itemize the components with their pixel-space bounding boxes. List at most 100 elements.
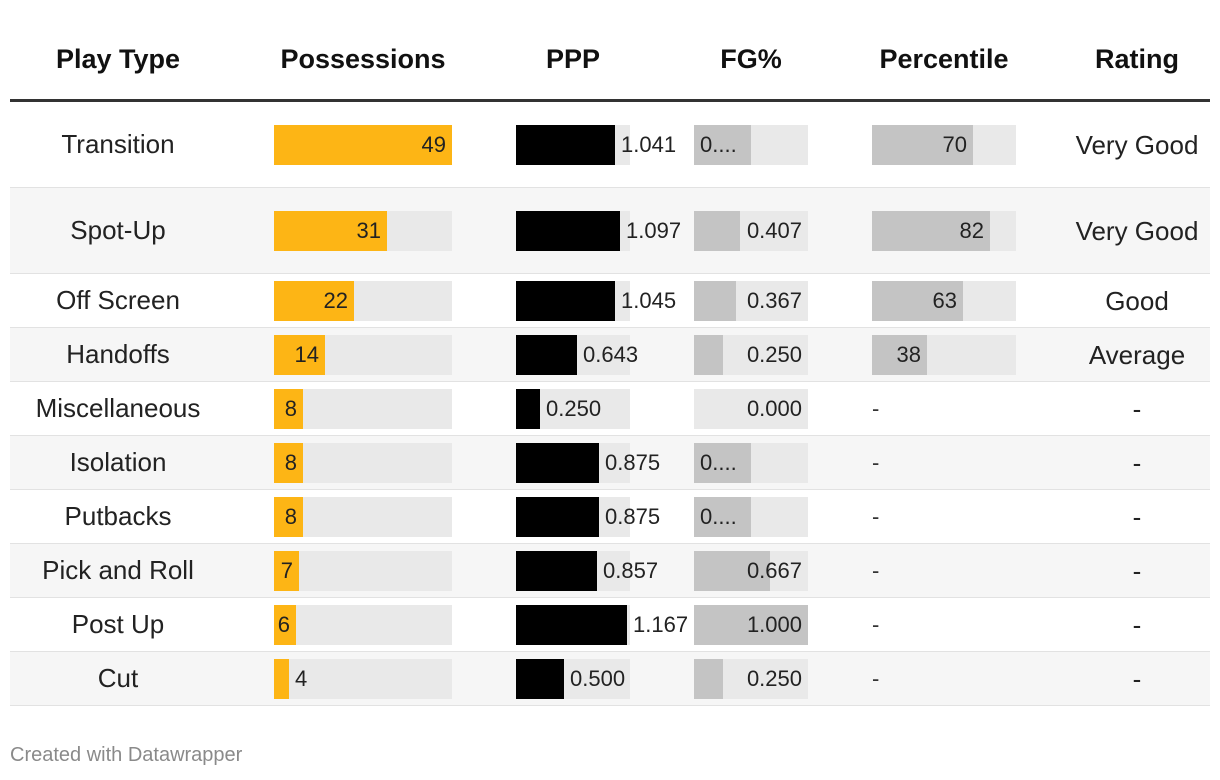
table-row: Handoffs 14 0.643 0.250 38 Average bbox=[10, 328, 1210, 382]
fg-bar-track: 0.... bbox=[694, 124, 808, 165]
ppp-value: 1.041 bbox=[621, 131, 677, 157]
poss-cell: 4 bbox=[274, 652, 452, 705]
ppp-cell: 0.643 bbox=[516, 328, 638, 381]
poss-bar-track: 6 bbox=[274, 604, 452, 645]
header-possessions: Possessions bbox=[280, 44, 446, 74]
percentile-cell: - bbox=[872, 490, 1016, 543]
poss-cell: 31 bbox=[274, 188, 452, 273]
fg-value: 0.000 bbox=[746, 395, 802, 421]
poss-bar-track: 4 bbox=[274, 658, 452, 699]
ppp-value: 1.045 bbox=[621, 287, 677, 313]
fg-cell: 0.... bbox=[694, 490, 808, 543]
fg-value: 1.000 bbox=[746, 611, 802, 637]
poss-bar bbox=[274, 550, 299, 591]
poss-bar bbox=[274, 604, 296, 645]
poss-bar-track: 14 bbox=[274, 334, 452, 375]
poss-bar bbox=[274, 210, 387, 251]
ppp-bar bbox=[516, 124, 615, 165]
play-type-label: Cut bbox=[97, 663, 139, 693]
fg-value: 0.... bbox=[700, 131, 737, 157]
poss-bar-track: 49 bbox=[274, 124, 452, 165]
ppp-cell: 0.857 bbox=[516, 544, 658, 597]
ppp-value: 0.875 bbox=[605, 503, 661, 529]
ppp-bar bbox=[516, 604, 627, 645]
ppp-bar-track: 0.875 bbox=[516, 442, 660, 483]
ppp-bar-track: 1.041 bbox=[516, 124, 676, 165]
ppp-cell: 1.097 bbox=[516, 188, 681, 273]
rating-value: Very Good bbox=[1075, 215, 1199, 246]
fg-value: 0.... bbox=[700, 503, 737, 529]
percentile-value: - bbox=[872, 665, 880, 691]
fg-bar-track: 0.367 bbox=[694, 280, 808, 321]
pct-bar-track: 38 bbox=[872, 334, 1016, 375]
poss-cell: 49 bbox=[274, 102, 452, 187]
poss-cell: 8 bbox=[274, 436, 452, 489]
poss-bar-track: 8 bbox=[274, 442, 452, 483]
percentile-cell: - bbox=[872, 598, 1016, 651]
poss-cell: 14 bbox=[274, 328, 452, 381]
ppp-cell: 0.875 bbox=[516, 436, 660, 489]
ppp-bar bbox=[516, 334, 577, 375]
ppp-bar bbox=[516, 550, 597, 591]
poss-cell: 7 bbox=[274, 544, 452, 597]
rating-value: - bbox=[1132, 447, 1142, 478]
pct-cell: 63 bbox=[872, 274, 1016, 327]
pct-bar-track: 70 bbox=[872, 124, 1016, 165]
play-type-label: Isolation bbox=[69, 447, 167, 477]
ppp-cell: 1.167 bbox=[516, 598, 688, 651]
ppp-cell: 0.875 bbox=[516, 490, 660, 543]
pct-cell: 70 bbox=[872, 102, 1016, 187]
fg-bar bbox=[694, 442, 751, 483]
ppp-bar bbox=[516, 658, 564, 699]
poss-bar bbox=[274, 388, 303, 429]
percentile-cell: - bbox=[872, 382, 1016, 435]
ppp-bar-track: 0.857 bbox=[516, 550, 658, 591]
play-type-label: Pick and Roll bbox=[42, 555, 194, 585]
poss-value: 4 bbox=[295, 665, 308, 691]
stats-table: Play Type Possessions PPP FG% Percentile… bbox=[10, 22, 1210, 706]
ppp-value: 0.857 bbox=[603, 557, 659, 583]
fg-value: 0.407 bbox=[746, 217, 802, 243]
fg-cell: 0.... bbox=[694, 102, 808, 187]
fg-value: 0.... bbox=[700, 449, 737, 475]
pct-bar bbox=[872, 124, 973, 165]
fg-bar-track: 0.407 bbox=[694, 210, 808, 251]
poss-value: 31 bbox=[356, 217, 381, 243]
poss-bar-track: 22 bbox=[274, 280, 452, 321]
percentile-value: - bbox=[872, 557, 880, 583]
fg-cell: 0.250 bbox=[694, 328, 808, 381]
fg-value: 0.250 bbox=[746, 341, 802, 367]
poss-value: 6 bbox=[277, 611, 290, 637]
poss-value: 8 bbox=[284, 449, 297, 475]
percentile-cell: - bbox=[872, 436, 1016, 489]
ppp-cell: 0.500 bbox=[516, 652, 630, 705]
fg-cell: 0.407 bbox=[694, 188, 808, 273]
fg-bar bbox=[694, 658, 723, 699]
ppp-bar-track: 0.500 bbox=[516, 658, 630, 699]
pct-bar bbox=[872, 210, 990, 251]
poss-cell: 22 bbox=[274, 274, 452, 327]
poss-value: 7 bbox=[280, 557, 293, 583]
fg-cell: 0.... bbox=[694, 436, 808, 489]
fg-bar-track: 0.250 bbox=[694, 334, 808, 375]
poss-bar bbox=[274, 280, 354, 321]
fg-bar-track: 0.667 bbox=[694, 550, 808, 591]
percentile-value: - bbox=[872, 395, 880, 421]
ppp-cell: 0.250 bbox=[516, 382, 630, 435]
fg-cell: 0.667 bbox=[694, 544, 808, 597]
header-rating: Rating bbox=[1095, 44, 1179, 74]
poss-value: 8 bbox=[284, 503, 297, 529]
ppp-value: 1.097 bbox=[626, 217, 682, 243]
rating-value: - bbox=[1132, 663, 1142, 694]
poss-cell: 8 bbox=[274, 490, 452, 543]
table-row: Pick and Roll 7 0.857 0.667 - - bbox=[10, 544, 1210, 598]
play-type-label: Putbacks bbox=[64, 501, 172, 531]
datawrapper-credit[interactable]: Created with Datawrapper bbox=[10, 744, 243, 766]
pct-bar bbox=[872, 334, 927, 375]
pct-bar-track: 82 bbox=[872, 210, 1016, 251]
ppp-bar-track: 0.875 bbox=[516, 496, 660, 537]
fg-bar-track: 0.... bbox=[694, 442, 808, 483]
poss-cell: 6 bbox=[274, 598, 452, 651]
table-body: Transition 49 1.041 0.... 70 Very Good Spot-Up… bbox=[10, 102, 1210, 706]
percentile-cell: - bbox=[872, 544, 1016, 597]
